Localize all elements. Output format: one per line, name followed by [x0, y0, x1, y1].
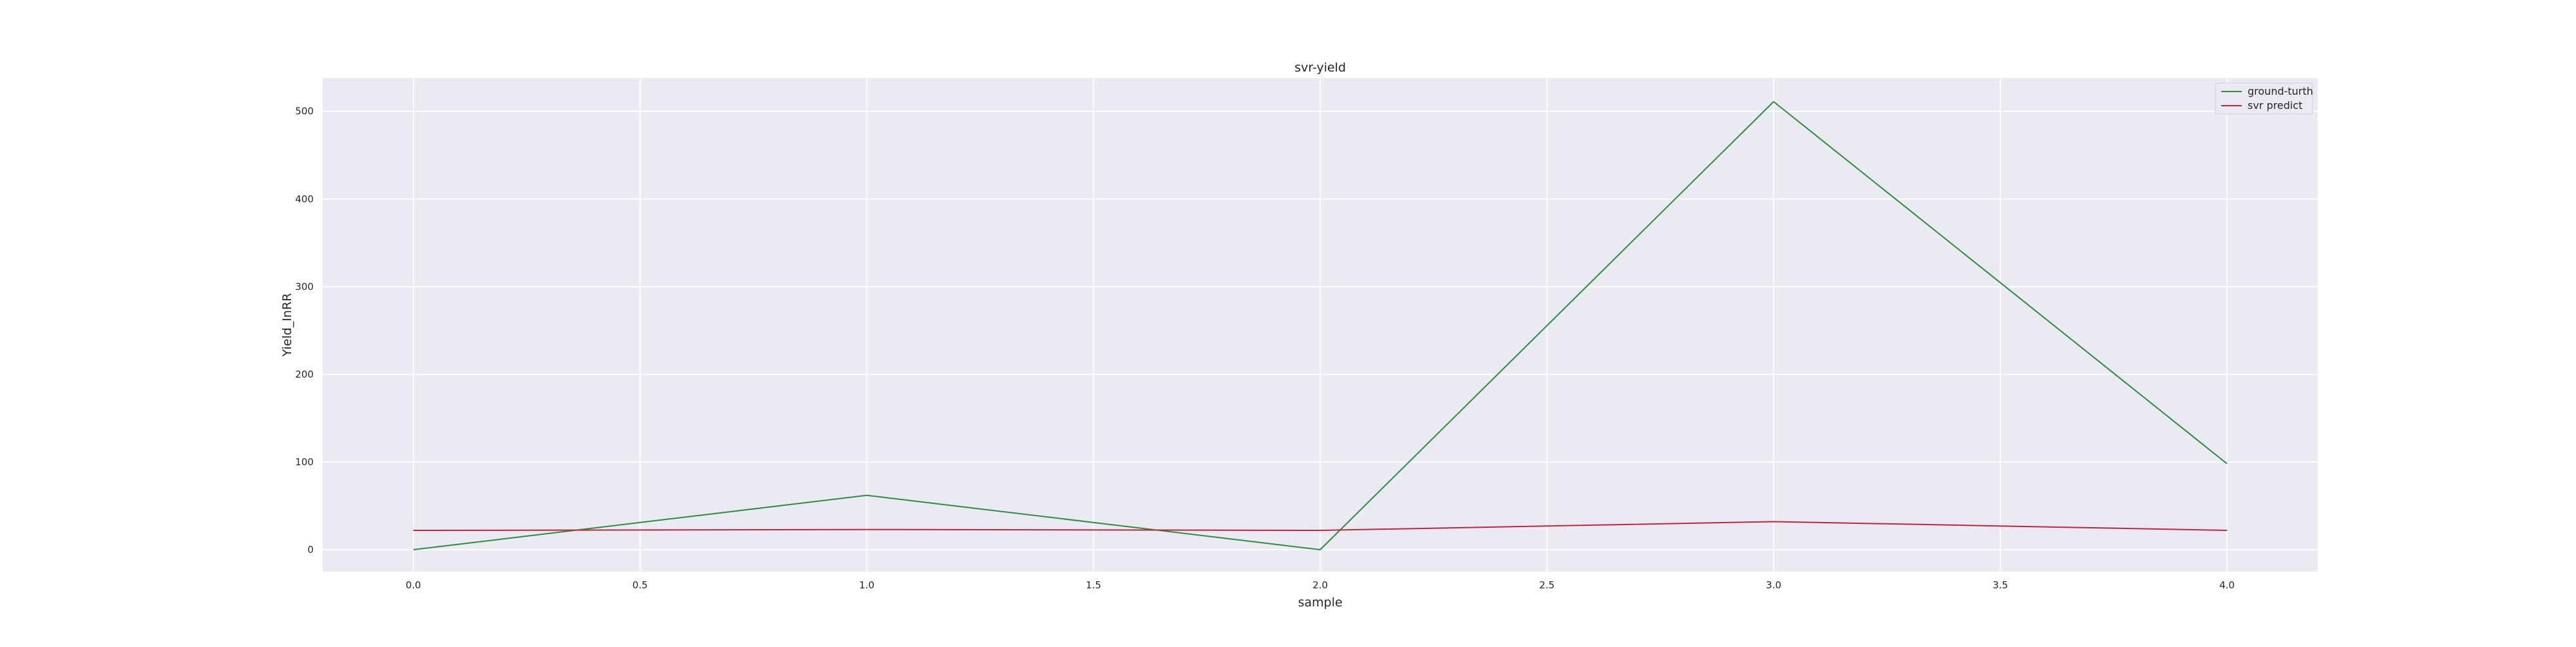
- x-tick-label: 2.5: [1539, 579, 1555, 591]
- legend-label: ground-turth: [2248, 85, 2313, 97]
- x-tick-label: 2.0: [1312, 579, 1328, 591]
- x-tick-label: 0.0: [406, 579, 421, 591]
- x-tick-label: 0.5: [632, 579, 648, 591]
- y-tick-label: 400: [295, 193, 314, 205]
- y-tick-label: 200: [295, 369, 314, 380]
- x-tick-label: 4.0: [2219, 579, 2235, 591]
- y-tick-label: 0: [307, 544, 314, 555]
- x-axis-label: sample: [1298, 595, 1342, 610]
- y-tick-label: 100: [295, 456, 314, 468]
- x-tick-label: 3.5: [1993, 579, 2008, 591]
- x-tick-label: 3.0: [1766, 579, 1781, 591]
- legend: ground-turth svr predict: [2215, 83, 2313, 114]
- y-tick-label: 300: [295, 281, 314, 293]
- x-tick-label: 1.5: [1086, 579, 1101, 591]
- chart-title: svr-yield: [1294, 61, 1346, 75]
- x-tick-label: 1.0: [859, 579, 875, 591]
- y-axis-label: Yield_InRR: [280, 293, 294, 358]
- legend-label: svr predict: [2248, 99, 2302, 111]
- y-tick-label: 500: [295, 106, 314, 117]
